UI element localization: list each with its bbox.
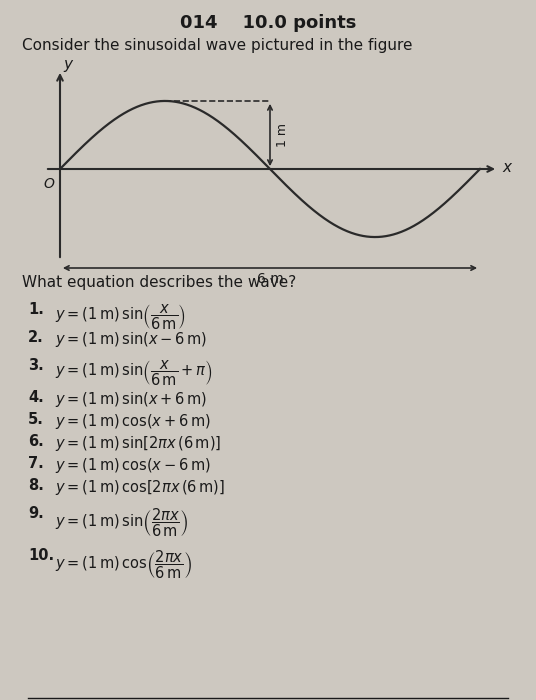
Text: 6 m: 6 m xyxy=(257,272,284,286)
Text: 1 m: 1 m xyxy=(276,123,289,147)
Text: 4.: 4. xyxy=(28,390,44,405)
Text: $y$: $y$ xyxy=(63,58,75,74)
Text: $O$: $O$ xyxy=(43,177,55,191)
Text: 2.: 2. xyxy=(28,330,44,345)
Text: Consider the sinusoidal wave pictured in the figure: Consider the sinusoidal wave pictured in… xyxy=(22,38,413,53)
Text: 1.: 1. xyxy=(28,302,44,317)
Text: 014    10.0 points: 014 10.0 points xyxy=(180,14,356,32)
Text: $y = (1\,\mathrm{m})\,\sin\!\left(\dfrac{2\pi x}{6\,\mathrm{m}}\right)$: $y = (1\,\mathrm{m})\,\sin\!\left(\dfrac… xyxy=(55,506,189,538)
Text: 7.: 7. xyxy=(28,456,44,471)
Text: $y = (1\,\mathrm{m})\,\sin[2\pi x\,(6\,\mathrm{m})]$: $y = (1\,\mathrm{m})\,\sin[2\pi x\,(6\,\… xyxy=(55,434,221,453)
Text: $y = (1\,\mathrm{m})\,\sin(x + 6\,\mathrm{m})$: $y = (1\,\mathrm{m})\,\sin(x + 6\,\mathr… xyxy=(55,390,207,409)
Text: 8.: 8. xyxy=(28,478,44,493)
Text: $y = (1\,\mathrm{m})\,\sin(x - 6\,\mathrm{m})$: $y = (1\,\mathrm{m})\,\sin(x - 6\,\mathr… xyxy=(55,330,207,349)
Text: $y = (1\,\mathrm{m})\,\sin\!\left(\dfrac{x}{6\,\mathrm{m}}\right)$: $y = (1\,\mathrm{m})\,\sin\!\left(\dfrac… xyxy=(55,302,186,332)
Text: $y = (1\,\mathrm{m})\,\cos[2\pi x\,(6\,\mathrm{m})]$: $y = (1\,\mathrm{m})\,\cos[2\pi x\,(6\,\… xyxy=(55,478,225,497)
Text: 6.: 6. xyxy=(28,434,44,449)
Text: 3.: 3. xyxy=(28,358,44,373)
Text: $y = (1\,\mathrm{m})\,\cos(x - 6\,\mathrm{m})$: $y = (1\,\mathrm{m})\,\cos(x - 6\,\mathr… xyxy=(55,456,211,475)
Text: $y = (1\,\mathrm{m})\,\cos(x + 6\,\mathrm{m})$: $y = (1\,\mathrm{m})\,\cos(x + 6\,\mathr… xyxy=(55,412,211,431)
Text: 9.: 9. xyxy=(28,506,44,521)
Text: $x$: $x$ xyxy=(502,160,513,174)
Text: $y = (1\,\mathrm{m})\,\cos\!\left(\dfrac{2\pi x}{6\,\mathrm{m}}\right)$: $y = (1\,\mathrm{m})\,\cos\!\left(\dfrac… xyxy=(55,548,192,580)
Text: 5.: 5. xyxy=(28,412,44,427)
Text: $y = (1\,\mathrm{m})\,\sin\!\left(\dfrac{x}{6\,\mathrm{m}}+\pi\right)$: $y = (1\,\mathrm{m})\,\sin\!\left(\dfrac… xyxy=(55,358,213,388)
Text: 10.: 10. xyxy=(28,548,54,563)
Text: What equation describes the wave?: What equation describes the wave? xyxy=(22,275,296,290)
